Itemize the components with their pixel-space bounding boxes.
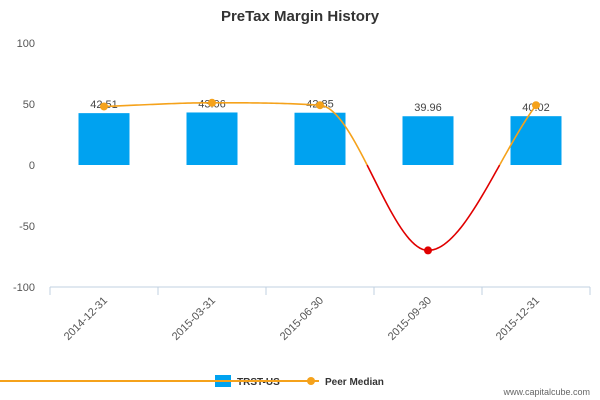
legend-swatch-peer-marker bbox=[307, 377, 315, 385]
bar bbox=[295, 113, 346, 165]
peer-median-point bbox=[100, 102, 108, 110]
chart-title: PreTax Margin History bbox=[221, 8, 380, 25]
legend-label-peer: Peer Median bbox=[325, 377, 384, 388]
x-tick-label: 2015-12-31 bbox=[494, 295, 542, 343]
y-tick-label: 100 bbox=[17, 38, 35, 50]
x-tick-label: 2015-06-30 bbox=[278, 295, 326, 343]
y-tick-label: -50 bbox=[19, 221, 35, 233]
bar bbox=[403, 116, 454, 165]
peer-median-point bbox=[424, 246, 432, 254]
peer-median-line-segment bbox=[367, 165, 500, 250]
bar bbox=[187, 112, 238, 165]
y-tick-label: -100 bbox=[13, 282, 35, 294]
y-tick-label: 50 bbox=[23, 99, 35, 111]
x-axis: 2014-12-31 2015-03-31 2015-06-30 2015-09-30… bbox=[50, 287, 590, 343]
bar-data-label: 39.96 bbox=[414, 102, 442, 114]
bar-series bbox=[79, 112, 562, 165]
bar bbox=[511, 116, 562, 165]
legend-label-trst: TRST-US bbox=[237, 377, 280, 388]
x-tick-label: 2015-03-31 bbox=[170, 295, 218, 343]
peer-median-point bbox=[208, 99, 216, 107]
x-tick-label: 2015-09-30 bbox=[386, 295, 434, 343]
y-tick-label: 0 bbox=[29, 160, 35, 172]
peer-median-point bbox=[532, 101, 540, 109]
credit-text: www.capitalcube.com bbox=[502, 387, 590, 397]
x-tick-label: 2014-12-31 bbox=[62, 295, 110, 343]
legend[interactable]: TRST-US Peer Median bbox=[0, 375, 384, 388]
bar bbox=[79, 113, 130, 165]
peer-median-point bbox=[316, 101, 324, 109]
y-axis: 100 50 0 -50 -100 bbox=[13, 38, 35, 294]
